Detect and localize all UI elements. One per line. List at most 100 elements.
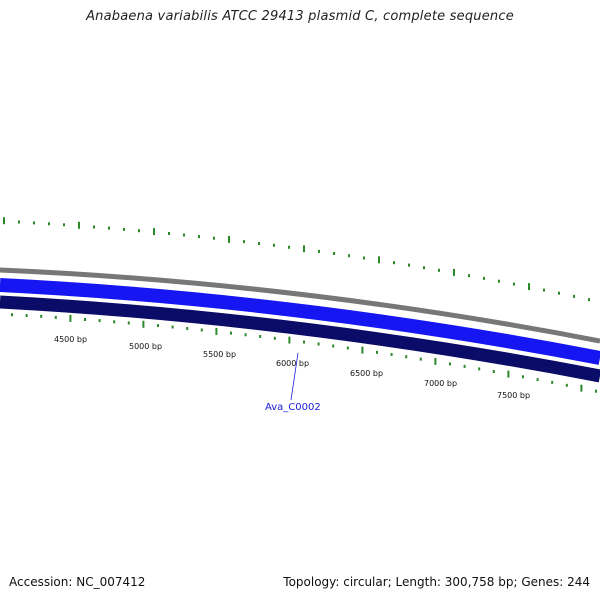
inner-minor-tick xyxy=(273,336,276,340)
gene-label-ava-c0002[interactable]: Ava_C0002 xyxy=(265,402,321,413)
scale-label: 7500 bp xyxy=(497,391,530,400)
forward-strand-track xyxy=(0,278,600,365)
inner-minor-tick xyxy=(84,318,86,321)
outer-minor-tick xyxy=(393,261,395,265)
inner-minor-tick xyxy=(11,313,13,317)
outer-minor-tick xyxy=(408,263,410,267)
inner-minor-tick xyxy=(551,380,554,384)
inner-minor-tick xyxy=(332,344,335,348)
inner-minor-tick xyxy=(595,389,597,393)
outer-major-tick xyxy=(3,217,5,225)
scale-label: 5500 bp xyxy=(203,350,236,359)
inner-minor-tick xyxy=(303,340,305,344)
outer-minor-tick xyxy=(423,266,425,270)
outer-minor-tick xyxy=(198,235,200,239)
outer-minor-tick xyxy=(18,220,20,224)
outer-minor-tick xyxy=(483,276,485,280)
inner-minor-tick xyxy=(405,355,408,359)
scale-label: 5000 bp xyxy=(129,342,162,351)
scale-label: 6500 bp xyxy=(350,369,383,378)
outer-minor-tick xyxy=(498,279,500,283)
inner-minor-tick xyxy=(492,370,495,373)
outer-minor-tick xyxy=(588,298,590,302)
outer-minor-tick xyxy=(318,249,320,253)
inner-minor-tick xyxy=(40,314,43,318)
outer-minor-tick xyxy=(333,252,335,255)
inner-minor-tick xyxy=(463,364,466,368)
inner-minor-tick xyxy=(449,362,451,366)
inner-major-tick xyxy=(507,370,510,378)
map-title: Anabaena variabilis ATCC 29413 plasmid C… xyxy=(86,9,514,24)
outer-minor-tick xyxy=(543,288,545,292)
inner-major-tick xyxy=(288,336,291,344)
scale-label: 7000 bp xyxy=(424,379,457,388)
scale-label: 4500 bp xyxy=(54,335,87,344)
inner-minor-tick xyxy=(244,333,247,337)
outer-minor-tick xyxy=(273,243,275,247)
inner-minor-tick xyxy=(230,331,232,335)
outer-minor-tick xyxy=(123,227,125,231)
outer-minor-tick xyxy=(63,223,65,227)
inner-minor-tick xyxy=(259,335,262,338)
inner-major-tick xyxy=(361,346,364,354)
outer-tick-ring xyxy=(3,217,590,302)
outer-minor-tick xyxy=(183,233,185,237)
outer-minor-tick xyxy=(138,229,140,233)
inner-minor-tick xyxy=(98,319,101,323)
inner-minor-tick xyxy=(171,325,174,329)
outer-major-tick xyxy=(378,256,380,264)
outer-minor-tick xyxy=(108,226,110,230)
inner-tick-ring xyxy=(11,313,597,393)
inner-minor-tick xyxy=(478,367,481,371)
inner-minor-tick xyxy=(390,353,393,356)
outer-major-tick xyxy=(228,235,230,243)
inner-minor-tick xyxy=(317,342,320,346)
inner-major-tick xyxy=(142,320,145,328)
outer-minor-tick xyxy=(93,225,95,229)
outer-minor-tick xyxy=(243,240,245,244)
outer-major-tick xyxy=(303,245,305,253)
scale-labels: 4500 bp 5000 bp 5500 bp 6000 bp 6500 bp 7000 … xyxy=(54,335,530,400)
accession-label: Accession: NC_007412 xyxy=(9,575,146,589)
inner-minor-tick xyxy=(127,321,130,325)
inner-minor-tick xyxy=(522,375,524,379)
outer-major-tick xyxy=(78,221,80,229)
inner-minor-tick xyxy=(346,346,349,350)
outer-minor-tick xyxy=(348,254,350,258)
outer-minor-tick xyxy=(48,222,50,226)
genome-summary: Topology: circular; Length: 300,758 bp; … xyxy=(283,575,590,589)
outer-minor-tick xyxy=(438,268,440,272)
inner-minor-tick xyxy=(536,378,539,382)
inner-minor-tick xyxy=(157,324,159,328)
inner-minor-tick xyxy=(113,320,116,324)
outer-gray-track xyxy=(0,267,600,344)
inner-minor-tick xyxy=(419,357,422,361)
inner-major-tick xyxy=(434,357,437,365)
inner-major-tick xyxy=(215,328,218,335)
outer-minor-tick xyxy=(363,256,365,260)
outer-minor-tick xyxy=(558,291,560,295)
scale-label: 6000 bp xyxy=(276,359,309,368)
outer-minor-tick xyxy=(213,236,215,240)
outer-minor-tick xyxy=(468,274,470,278)
inner-minor-tick xyxy=(200,328,203,332)
outer-minor-tick xyxy=(573,294,575,298)
inner-minor-tick xyxy=(376,350,378,354)
outer-minor-tick xyxy=(258,242,260,245)
inner-minor-tick xyxy=(25,314,28,317)
outer-major-tick xyxy=(153,228,155,236)
inner-minor-tick xyxy=(565,383,568,387)
inner-major-tick xyxy=(69,314,72,322)
outer-minor-tick xyxy=(513,282,515,286)
outer-major-tick xyxy=(528,283,530,291)
inner-minor-tick xyxy=(186,327,189,330)
outer-minor-tick xyxy=(33,221,35,225)
gene-pointer-line xyxy=(290,352,299,401)
outer-minor-tick xyxy=(288,245,290,249)
reverse-strand-track xyxy=(0,295,600,383)
inner-major-tick xyxy=(580,384,583,392)
outer-minor-tick xyxy=(168,232,170,235)
inner-minor-tick xyxy=(54,315,57,319)
outer-major-tick xyxy=(453,268,455,276)
